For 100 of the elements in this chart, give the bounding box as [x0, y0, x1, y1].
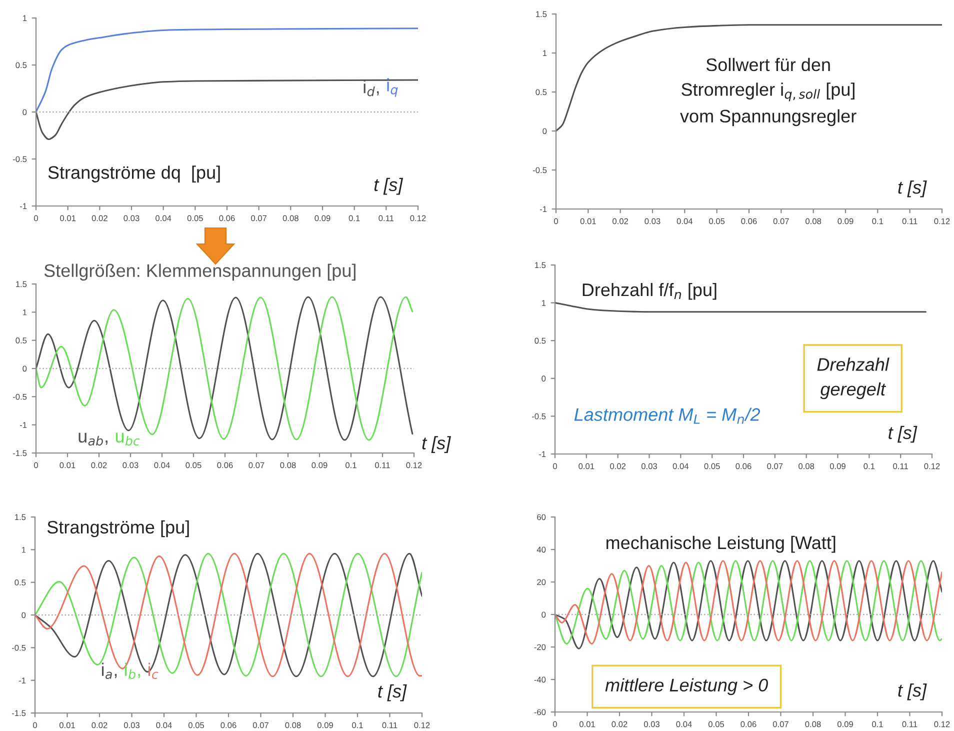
x-tick-label: 0.1	[348, 215, 360, 222]
x-tick-label: 0	[553, 463, 557, 470]
x-tick-label: 0.02	[92, 722, 108, 728]
x-tick-label: 0.11	[902, 721, 918, 728]
x-tick-label: 0.02	[612, 721, 628, 728]
y-tick-label: -1	[18, 678, 26, 684]
text: Drehzahl f/f$_{n}$ [pu]	[582, 282, 716, 300]
chart-title: Strangströme [pu]	[47, 520, 189, 538]
x-tick-label: 0.01	[60, 215, 76, 222]
x-tick-label: 0.01	[578, 463, 594, 470]
x-tick-label: 0.04	[156, 722, 172, 728]
x-tick-label: 0.02	[610, 463, 626, 470]
x-tick-label: 0.04	[156, 215, 172, 222]
text: mechanische Leistung [Watt]	[606, 536, 836, 553]
x-tick-label: 0	[553, 721, 557, 728]
y-tick-label: -0.5	[12, 156, 27, 162]
x-tick-label: 0.1	[872, 721, 883, 728]
x-axis-title: t [s]	[898, 180, 927, 198]
x-tick-label: 0	[554, 218, 558, 224]
y-tick-label: 1	[542, 50, 547, 56]
line-series	[555, 302, 926, 313]
x-tick-label: 0.01	[59, 722, 75, 728]
line-series	[556, 24, 942, 132]
x-tick-label: 0.04	[154, 462, 170, 468]
y-tick-label: 0	[542, 128, 547, 134]
x-tick-label: 0.08	[805, 721, 821, 728]
x-tick-label: 0	[34, 215, 38, 222]
y-tick-label: -0.5	[532, 413, 546, 420]
x-tick-label: 0.09	[837, 721, 853, 728]
x-tick-label: 0.03	[124, 215, 140, 222]
series-label: u$_{bc}$	[116, 432, 140, 446]
series-label: i$_{d}$,	[364, 80, 379, 96]
series-label: i$_{c}$	[148, 662, 158, 679]
x-tick-label: 0	[34, 462, 38, 468]
x-tick-label: 0.01	[579, 721, 595, 728]
y-tick-label: 0.5	[534, 338, 546, 344]
x-axis-title: t [s]	[898, 683, 927, 700]
x-tick-label: 0.05	[187, 215, 203, 222]
y-tick-label: 0.5	[16, 62, 27, 68]
x-tick-label: 0.02	[91, 462, 107, 468]
y-tick-label: 0	[22, 612, 26, 618]
x-tick-label: 0.04	[676, 721, 692, 728]
x-tick-label: 0.11	[382, 722, 398, 728]
x-tick-label: 0.05	[709, 218, 725, 224]
x-axis-title: t [s]	[422, 436, 451, 453]
line-series	[36, 28, 418, 113]
annotation: Sollwert für den Stromregler i$_{q,soll}$ [pu] vom Spannungsregler	[680, 58, 856, 126]
y-tick-label: 1.5	[535, 262, 546, 268]
y-tick-label: 0	[22, 366, 27, 372]
series-label: i$_{a}$,	[102, 662, 117, 679]
y-tick-label: -1	[20, 422, 27, 428]
y-tick-label: 1.5	[536, 11, 547, 18]
y-tick-label: -0.5	[532, 167, 547, 174]
x-tick-label: 0.05	[188, 722, 204, 728]
x-tick-label: 0.1	[872, 218, 884, 224]
y-tick-label: 40	[536, 546, 546, 553]
x-tick-label: 0.07	[773, 218, 789, 224]
x-tick-label: 0.12	[414, 722, 430, 728]
y-tick-label: -0.5	[12, 644, 26, 651]
x-tick-label: 0.06	[740, 721, 756, 728]
x-tick-label: 0.09	[830, 463, 846, 470]
line-series	[36, 79, 418, 140]
y-tick-label: 0	[542, 376, 546, 382]
x-tick-label: 0.05	[704, 463, 720, 470]
y-tick-label: 0.5	[14, 580, 26, 586]
line-series	[35, 552, 422, 678]
x-tick-label: 0.12	[924, 463, 940, 470]
y-tick-label: 1.5	[16, 281, 27, 288]
x-tick-label: 0.09	[312, 462, 328, 468]
x-tick-label: 0.08	[798, 463, 814, 470]
y-tick-label: 1	[22, 15, 27, 22]
x-tick-label: 0.12	[934, 218, 950, 224]
x-tick-label: 0.03	[644, 721, 660, 728]
x-tick-label: 0.08	[285, 722, 301, 728]
x-tick-label: 0.11	[902, 218, 918, 224]
x-tick-label: 0.01	[60, 462, 76, 468]
x-tick-label: 0.07	[772, 721, 788, 728]
x-tick-label: 0.12	[410, 215, 426, 222]
x-tick-label: 0.12	[406, 462, 422, 468]
y-tick-label: 1	[22, 546, 26, 553]
x-tick-label: 0.11	[378, 215, 394, 222]
x-tick-label: 0.07	[252, 722, 268, 728]
x-tick-label: 0.09	[838, 218, 854, 224]
x-tick-label: 0.06	[220, 722, 236, 728]
text: i$_{q}$	[387, 78, 398, 97]
x-tick-label: 0.08	[280, 462, 296, 468]
x-tick-label: 0.09	[317, 722, 333, 728]
y-tick-label: -40	[534, 676, 546, 683]
x-axis-title: t [s]	[374, 178, 404, 195]
x-tick-label: 0.04	[676, 218, 693, 224]
x-tick-label: 0.06	[219, 215, 235, 222]
y-tick-label: -1.5	[12, 710, 26, 716]
x-tick-label: 0.05	[708, 721, 724, 728]
y-tick-label: -1	[538, 451, 546, 458]
y-tick-label: 1	[22, 309, 27, 316]
x-tick-label: 0.04	[672, 463, 689, 470]
chart-title: Stellgrößen: Klemmenspannungen [pu]	[44, 264, 356, 281]
x-tick-label: 0.06	[741, 218, 757, 224]
x-axis-title: t [s]	[378, 684, 407, 702]
x-tick-label: 0.1	[352, 722, 363, 728]
